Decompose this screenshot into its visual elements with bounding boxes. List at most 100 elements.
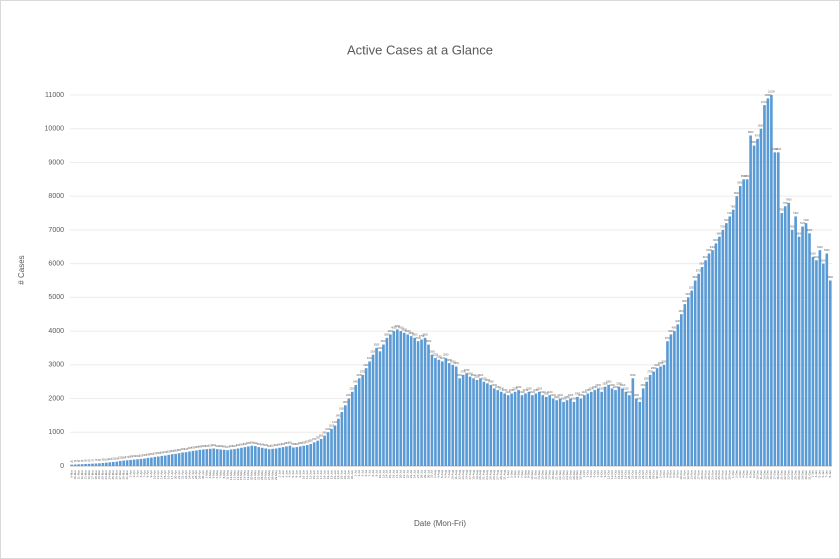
x-tick-label: 15-Sep (541, 470, 545, 480)
value-label: 470 (226, 446, 231, 449)
value-label: 2100 (505, 391, 511, 394)
bar (479, 378, 482, 466)
bar (763, 105, 766, 467)
value-label: 2950 (658, 362, 664, 365)
value-label: 2200 (512, 387, 518, 390)
x-tick-label: 15-May (239, 470, 243, 481)
bar (822, 263, 825, 466)
value-label: 3900 (405, 330, 411, 333)
value-label: 10000 (758, 124, 766, 127)
bar (510, 393, 513, 466)
value-label: 620 (305, 441, 310, 444)
bar (666, 341, 669, 466)
bar (614, 390, 617, 466)
bar (662, 364, 666, 466)
bar (735, 196, 739, 466)
value-label: 430 (187, 447, 192, 450)
value-label: 7000 (789, 226, 795, 229)
bar (80, 464, 84, 466)
value-label: 490 (219, 445, 224, 448)
value-label: 2000 (550, 394, 556, 397)
bar (316, 440, 319, 466)
bar (503, 393, 507, 466)
chart-title: Active Cases at a Glance (347, 42, 493, 57)
bar (555, 400, 558, 466)
x-tick-label: 25-May (260, 470, 264, 481)
value-label: 2750 (464, 369, 470, 372)
bar (357, 378, 361, 466)
x-tick-label: 9-Nov (676, 470, 680, 479)
y-tick-label: 9000 (48, 159, 64, 166)
value-label: 2350 (616, 382, 622, 385)
bar (454, 366, 458, 466)
x-tick-label: 23-Jul (409, 470, 413, 479)
value-label: 2450 (485, 379, 491, 382)
bar (181, 452, 184, 466)
bar (427, 344, 430, 466)
bar (648, 374, 652, 466)
bar (811, 256, 815, 466)
x-tick-label: 28-Oct (648, 470, 652, 479)
bar (354, 385, 358, 466)
x-tick-label: 24-Aug (485, 470, 489, 480)
value-label: 8300 (737, 182, 743, 185)
bar (118, 460, 122, 466)
bar (170, 454, 174, 466)
x-tick-label: 6-Nov (672, 470, 676, 479)
bar (416, 341, 420, 466)
bar (659, 366, 662, 466)
y-tick-label: 2000 (48, 395, 64, 402)
x-tick-label: 27-Jul (416, 470, 420, 479)
bar (441, 361, 444, 466)
x-tick-label: 10-Apr (153, 470, 157, 479)
value-label: 60 (84, 460, 87, 463)
x-tick-label: 11-Dec (759, 470, 763, 480)
value-label: 2600 (356, 374, 362, 377)
value-label: 7400 (727, 212, 733, 215)
x-tick-label: 2-Dec (735, 470, 739, 479)
x-tick-label: 6-May (215, 470, 219, 479)
x-tick-label: 30-Mar (121, 470, 125, 480)
x-tick-label: 25-Sep (568, 470, 572, 480)
bar (589, 391, 593, 466)
bar (111, 461, 115, 466)
bar (645, 381, 649, 466)
bar (731, 209, 735, 466)
bar (565, 400, 569, 466)
bar (434, 358, 437, 466)
value-label: 600 (250, 441, 255, 444)
value-label: 580 (284, 442, 289, 445)
bar (801, 226, 804, 466)
bar (70, 464, 74, 466)
x-tick-label: 30-Jun (350, 470, 354, 480)
bar (406, 334, 410, 466)
bar (583, 395, 586, 466)
bar (472, 378, 475, 466)
x-tick-label: 14-May (236, 470, 240, 481)
bar (243, 447, 247, 466)
value-label: 8500 (744, 175, 750, 178)
value-label: 2300 (492, 384, 498, 387)
bar (177, 453, 181, 466)
bar (797, 236, 801, 466)
bar (264, 448, 268, 466)
x-tick-label: 28-Dec (797, 470, 801, 480)
bar (340, 412, 344, 466)
value-label: 5500 (692, 276, 698, 279)
x-tick-label: 12-Mar (80, 470, 84, 480)
bar (205, 449, 209, 466)
x-tick-label: 2-Sep (509, 470, 513, 478)
value-label: 2200 (498, 387, 504, 390)
value-label: 2900 (363, 364, 369, 367)
bar (492, 388, 496, 466)
value-label: 1900 (561, 398, 567, 401)
bar (330, 428, 333, 466)
x-tick-label: 27-Nov (724, 470, 728, 480)
x-tick-label: 19-Mar (97, 470, 101, 480)
bar (725, 223, 728, 466)
bar (274, 448, 278, 466)
bar (437, 359, 441, 466)
x-tick-label: 22-May (257, 470, 261, 481)
bar (634, 398, 638, 466)
x-tick-label: 7-Jan (825, 470, 829, 478)
